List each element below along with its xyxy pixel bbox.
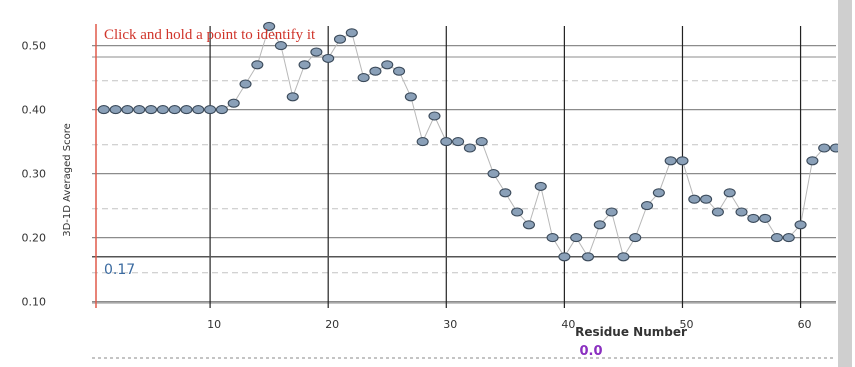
data-point[interactable]	[381, 60, 394, 70]
y-tick-labels: 0.10 0.20 0.30 0.40 0.50	[22, 40, 47, 309]
data-point[interactable]	[711, 207, 724, 217]
data-point[interactable]	[676, 156, 689, 166]
data-point[interactable]	[511, 207, 524, 217]
data-point[interactable]	[369, 66, 382, 76]
data-point[interactable]	[204, 105, 217, 115]
data-point[interactable]	[357, 73, 370, 83]
x-tick-label: 40	[561, 318, 575, 331]
series-connector-line	[103, 25, 836, 259]
chart-instruction: Click and hold a point to identify it	[104, 27, 316, 43]
data-point[interactable]	[499, 188, 512, 198]
data-point[interactable]	[522, 220, 536, 230]
data-point[interactable]	[440, 137, 453, 147]
data-point[interactable]	[640, 201, 654, 211]
data-point[interactable]	[463, 143, 476, 153]
data-point[interactable]	[759, 213, 772, 223]
data-point[interactable]	[109, 105, 122, 115]
data-points	[97, 21, 843, 262]
data-point[interactable]	[97, 105, 110, 115]
data-point[interactable]	[581, 252, 595, 262]
y-axis-label: 3D-1D Averaged Score	[62, 123, 73, 237]
data-point[interactable]	[416, 137, 429, 147]
data-point[interactable]	[156, 105, 169, 115]
data-point[interactable]	[227, 98, 240, 108]
x-tick-label: 50	[679, 318, 693, 331]
data-point[interactable]	[133, 105, 146, 115]
x-tick-label: 10	[207, 318, 221, 331]
y-tick-label: 0.40	[22, 104, 47, 117]
data-point[interactable]	[274, 41, 288, 51]
selected-value-readout: 0.0	[579, 344, 602, 359]
y-tick-label: 0.10	[22, 296, 47, 309]
data-point[interactable]	[144, 105, 158, 115]
data-point[interactable]	[546, 233, 559, 243]
data-point[interactable]	[192, 105, 205, 115]
data-point[interactable]	[782, 233, 795, 243]
data-point[interactable]	[263, 21, 276, 31]
data-point[interactable]	[298, 60, 311, 70]
data-point[interactable]	[558, 252, 571, 262]
data-point[interactable]	[605, 207, 618, 217]
data-point[interactable]	[392, 66, 406, 76]
data-point[interactable]	[345, 28, 358, 38]
data-point[interactable]	[404, 92, 417, 102]
data-point[interactable]	[121, 105, 134, 115]
data-point[interactable]	[735, 207, 748, 217]
data-point[interactable]	[168, 105, 181, 115]
y-tick-label: 0.20	[22, 232, 47, 245]
data-point[interactable]	[747, 213, 760, 223]
data-point[interactable]	[475, 137, 488, 147]
y-tick-label: 0.50	[22, 40, 47, 53]
data-point[interactable]	[806, 156, 819, 166]
data-point[interactable]	[617, 252, 630, 262]
data-point[interactable]	[664, 156, 677, 166]
vertical-scrollbar[interactable]	[838, 0, 852, 367]
grid	[92, 26, 836, 308]
data-point[interactable]	[286, 92, 299, 102]
x-tick-label: 20	[325, 318, 339, 331]
data-point[interactable]	[251, 60, 264, 70]
data-point[interactable]	[333, 34, 347, 44]
data-point[interactable]	[452, 137, 465, 147]
data-point[interactable]	[688, 194, 701, 204]
data-point[interactable]	[629, 233, 642, 243]
data-point[interactable]	[239, 79, 252, 89]
data-point[interactable]	[487, 169, 500, 179]
data-point[interactable]	[770, 233, 784, 243]
data-point[interactable]	[428, 111, 441, 121]
x-axis-label: Residue Number	[575, 325, 687, 339]
data-point[interactable]	[180, 105, 193, 115]
reference-line-label: 0.17	[104, 262, 135, 278]
data-point[interactable]	[652, 188, 665, 198]
data-point[interactable]	[593, 220, 606, 230]
data-point[interactable]	[322, 53, 335, 63]
y-tick-label: 0.30	[22, 168, 47, 181]
data-point[interactable]	[534, 181, 547, 191]
x-tick-labels: 10 20 30 40 50 60	[207, 318, 811, 331]
data-point[interactable]	[215, 105, 228, 115]
data-point[interactable]	[818, 143, 831, 153]
x-tick-label: 60	[798, 318, 812, 331]
data-point[interactable]	[310, 47, 323, 57]
data-point[interactable]	[570, 233, 583, 243]
data-point[interactable]	[723, 188, 736, 198]
x-tick-label: 30	[443, 318, 457, 331]
data-point[interactable]	[700, 194, 713, 204]
data-point[interactable]	[794, 220, 807, 230]
